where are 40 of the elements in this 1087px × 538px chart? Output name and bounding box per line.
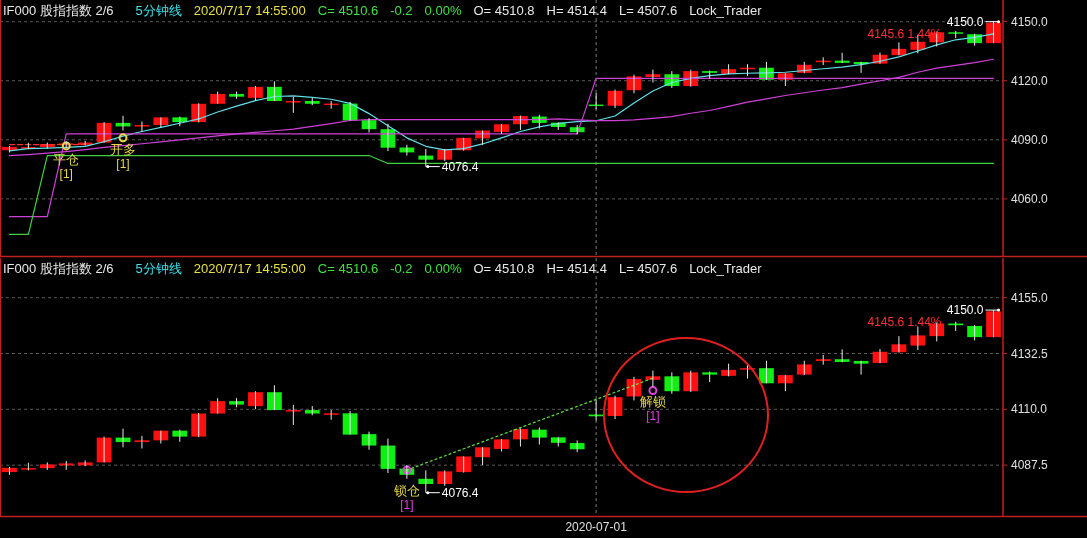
y-tick-label: 4150.0 xyxy=(1011,14,1049,29)
y-tick-label: 4110.0 xyxy=(1011,402,1048,417)
chart-title: IF000 股指指数 2/6 xyxy=(3,3,114,18)
series-label: 锁仓 xyxy=(392,482,420,498)
annotation: 4076.4 xyxy=(441,485,479,500)
series-label: 解锁 xyxy=(639,394,666,410)
annotation: H= 4514.4 xyxy=(546,3,607,18)
annotation: 4145.6 1.44% xyxy=(867,315,942,330)
annotation: 0.00% xyxy=(424,261,462,276)
y-tick-label: 4132.5 xyxy=(1011,346,1049,361)
annotation: 0.00% xyxy=(424,3,462,18)
annotation: Lock_Trader xyxy=(689,261,763,276)
y-tick-label: 4060.0 xyxy=(1011,191,1049,206)
annotation: O= 4510.8 xyxy=(473,3,535,18)
annotation: H= 4514.4 xyxy=(546,261,607,276)
y-tick-label: 4087.5 xyxy=(1011,458,1049,473)
annotation: -0.2 xyxy=(390,261,413,276)
annotation: 4076.4 xyxy=(441,159,479,174)
annotation: C= 4510.6 xyxy=(317,3,379,18)
x-tick-label: 2020-07-01 xyxy=(565,520,628,534)
annotation: [1] xyxy=(400,497,414,512)
y-tick-label: 4090.0 xyxy=(1011,132,1049,147)
annotation: C= 4510.6 xyxy=(317,261,379,276)
annotation: -0.2 xyxy=(390,3,413,18)
y-tick-label: 4155.0 xyxy=(1011,290,1049,305)
annotation: Lock_Trader xyxy=(689,3,763,18)
annotation: [1] xyxy=(646,409,660,424)
annotation: O= 4510.8 xyxy=(473,261,535,276)
annotation: [1] xyxy=(59,167,73,182)
annotation: 2020/7/17 14:55:00 xyxy=(193,261,306,276)
annotation: L= 4507.6 xyxy=(618,3,678,18)
annotation: [1] xyxy=(116,156,130,171)
chart-title: IF000 股指指数 2/6 xyxy=(3,261,114,276)
annotation: 4150.0 xyxy=(946,14,984,29)
annotation: 5分钟线 xyxy=(135,261,182,276)
annotation: L= 4507.6 xyxy=(618,261,678,276)
annotation: 5分钟线 xyxy=(135,3,182,18)
y-tick-label: 4120.0 xyxy=(1011,73,1049,88)
annotation: 4150.0 xyxy=(946,303,984,318)
annotation: 2020/7/17 14:55:00 xyxy=(193,3,306,18)
